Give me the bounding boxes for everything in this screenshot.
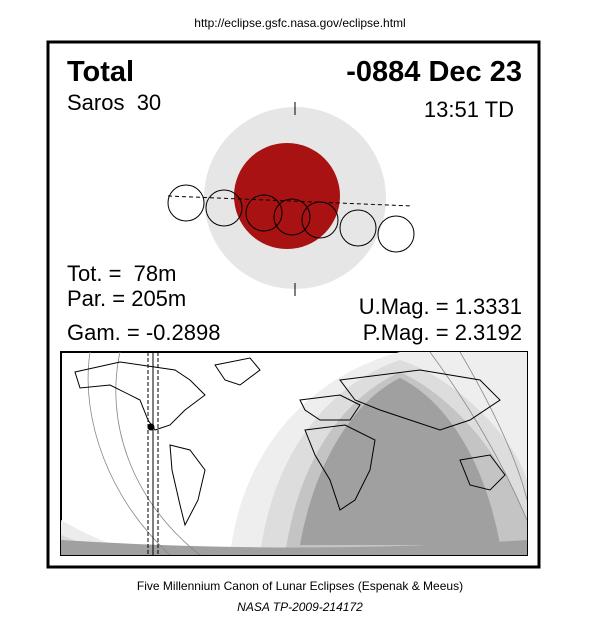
eclipse-date: -0884 Dec 23 [346, 56, 522, 88]
eclipse-geometry [167, 102, 415, 296]
total-duration: Tot. = 78m [67, 261, 176, 286]
source-url: http://eclipse.gsfc.nasa.gov/eclipse.htm… [194, 16, 405, 30]
moon-positions [167, 184, 415, 253]
eclipse-type: Total [67, 56, 134, 88]
eclipse-time: 13:51 TD [424, 97, 514, 122]
saros: Saros 30 [67, 90, 161, 115]
visibility-map [60, 351, 528, 556]
moon-path [167, 195, 413, 207]
umbra [234, 143, 340, 249]
footer-reference: NASA TP-2009-214172 [237, 600, 363, 614]
frame [46, 40, 541, 569]
partial-duration: Par. = 205m [67, 286, 186, 311]
penumbral-magnitude: P.Mag. = 2.3192 [363, 320, 522, 345]
gamma: Gam. = -0.2898 [67, 320, 220, 345]
umbral-magnitude: U.Mag. = 1.3331 [359, 294, 522, 319]
footer-title: Five Millennium Canon of Lunar Eclipses … [137, 579, 463, 593]
